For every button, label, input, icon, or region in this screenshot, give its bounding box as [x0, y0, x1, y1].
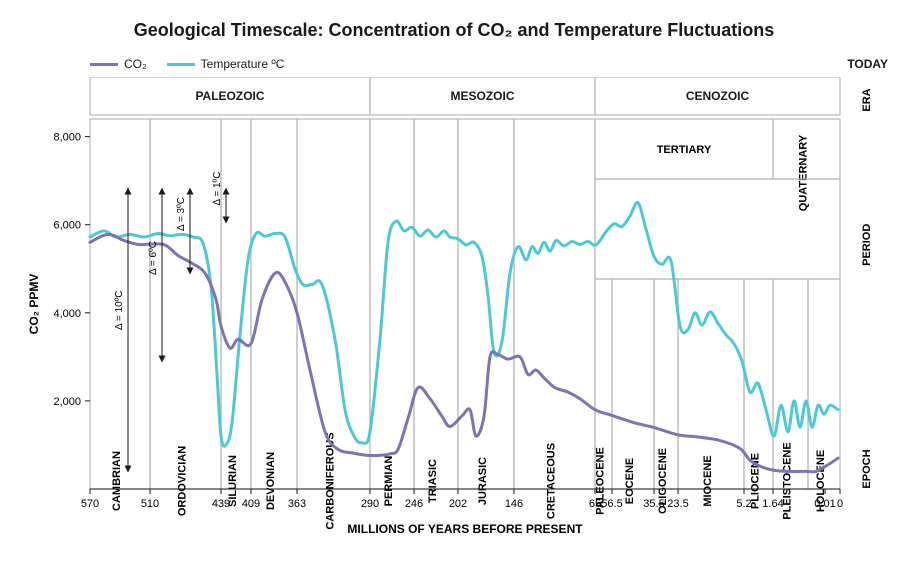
- today-label: TODAY: [847, 57, 888, 71]
- chart-svg: PALEOZOIC MESOZOIC CENOZOIC ERA CAMBRIAN ORDO…: [20, 77, 888, 567]
- epoch-col: [612, 279, 654, 489]
- x-tick-label: 35.5: [643, 498, 664, 510]
- delta-label: Δ = 1ºC: [212, 172, 223, 206]
- temperature-line: [90, 202, 838, 446]
- period-label: PERMIAN: [383, 456, 395, 507]
- epoch-label: EOCENE: [624, 458, 636, 504]
- x-tick-label: 510: [141, 498, 159, 510]
- x-tick-label: 5.2: [736, 498, 751, 510]
- period-col: [414, 119, 458, 489]
- side-label-era: ERA: [861, 88, 873, 111]
- period-label: DEVONIAN: [265, 452, 277, 510]
- x-tick-label: 290: [361, 498, 379, 510]
- legend-label-co2: CO₂: [124, 57, 147, 71]
- period-col: [221, 119, 251, 489]
- y-tick-label: 8,000: [53, 132, 81, 144]
- period-col: [251, 119, 297, 489]
- x-tick-label: 0: [837, 498, 843, 510]
- x-tick-label: 0.01: [814, 498, 835, 510]
- quaternary-label: QUATERNARY: [798, 134, 810, 211]
- legend-item-temp: Temperature ºC: [167, 57, 285, 71]
- x-tick-label: 202: [449, 498, 467, 510]
- x-tick-label: 409: [242, 498, 260, 510]
- side-label-epoch: EPOCH: [861, 449, 873, 488]
- legend-item-co2: CO₂: [90, 57, 147, 71]
- chart-title: Geological Timescale: Concentration of C…: [20, 20, 888, 41]
- side-label-period: PERIOD: [861, 224, 873, 266]
- chart-container: Geological Timescale: Concentration of C…: [20, 20, 888, 567]
- era-label: MESOZOIC: [450, 89, 514, 103]
- period-col: [150, 119, 221, 489]
- legend-swatch-temp: [167, 63, 195, 66]
- x-tick-label: 1.64: [762, 498, 783, 510]
- period-label: JURASIC: [477, 457, 489, 505]
- era-label: PALEOZOIC: [195, 89, 264, 103]
- x-tick-label: 23.5: [667, 498, 688, 510]
- x-axis-title: MILLIONS OF YEARS BEFORE PRESENT: [347, 522, 583, 536]
- y-axis-title: CO₂ PPMV: [27, 274, 41, 335]
- x-tick-label: 439: [212, 498, 230, 510]
- tertiary-label: TERTIARY: [657, 144, 712, 156]
- delta-label: Δ = 10ºC: [114, 290, 125, 330]
- period-label: ORDOVICIAN: [177, 446, 189, 516]
- epoch-label: MIOCENE: [702, 455, 714, 506]
- y-tick-label: 4,000: [53, 308, 81, 320]
- period-col: [514, 119, 595, 489]
- delta-label: Δ = 6ºC: [148, 241, 159, 275]
- x-tick-label: 65: [589, 498, 601, 510]
- delta-label: Δ = 3ºC: [176, 197, 187, 231]
- x-tick-label: 570: [81, 498, 99, 510]
- period-label: CRETACEOUS: [546, 443, 558, 519]
- x-tick-label: 246: [405, 498, 423, 510]
- y-tick-label: 6,000: [53, 220, 81, 232]
- y-tick-label: 2,000: [53, 396, 81, 408]
- x-tick-label: 363: [288, 498, 306, 510]
- x-tick-label: 146: [505, 498, 523, 510]
- x-tick-label: 56.5: [601, 498, 622, 510]
- legend: CO₂ Temperature ºC: [90, 57, 888, 71]
- co2-line: [90, 234, 838, 471]
- legend-label-temp: Temperature ºC: [201, 57, 285, 71]
- era-label: CENOZOIC: [686, 89, 750, 103]
- period-label: TRIASIC: [427, 459, 439, 503]
- period-label: CAMBRIAN: [111, 451, 123, 511]
- period-col: [370, 119, 414, 489]
- legend-swatch-co2: [90, 63, 118, 66]
